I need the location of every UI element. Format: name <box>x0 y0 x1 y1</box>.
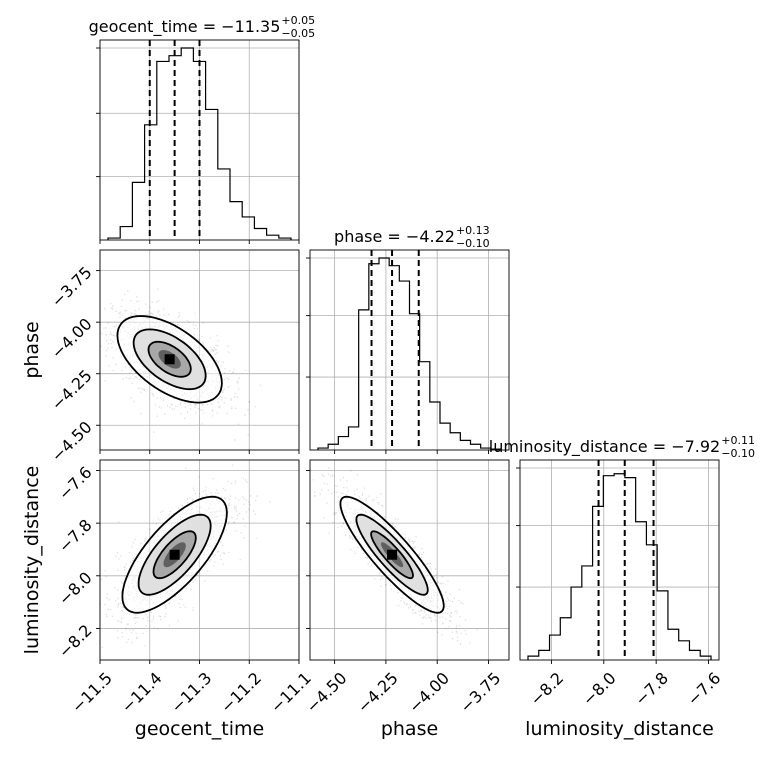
title-minus: −0.10 <box>456 237 490 250</box>
histogram-title-luminosity_distance: luminosity_distance = −7.92 +0.11−0.10 <box>489 434 755 460</box>
x-tick-label: −4.25 <box>354 668 402 716</box>
y-tick-label: −7.6 <box>55 463 96 504</box>
histogram-title-phase: phase = −4.22 +0.13−0.10 <box>334 224 490 250</box>
title-main: phase = −4.22 <box>334 227 455 246</box>
x-tick-label: −11.3 <box>167 668 215 716</box>
x-axis-label-phase: phase <box>381 718 438 740</box>
contour-line <box>370 530 414 580</box>
x-tick-label: −11.4 <box>118 668 166 716</box>
y-axis-label-luminosity_distance: luminosity_distance <box>21 466 43 655</box>
density-peak <box>164 354 175 365</box>
title-main: geocent_time = −11.35 <box>89 17 281 37</box>
contour-line <box>355 513 429 596</box>
histogram-panel-luminosity_distance <box>516 460 719 664</box>
contour-line <box>152 530 197 580</box>
x-axis-label-luminosity_distance: luminosity_distance <box>525 718 714 740</box>
y-axis-label-phase: phase <box>21 321 43 378</box>
scatter-panel-phase-vs-luminosity_distance <box>306 460 509 664</box>
y-tick-label: −8.0 <box>55 568 96 609</box>
density-peak <box>169 549 180 560</box>
title-minus: −0.10 <box>721 447 755 460</box>
y-tick-label: −8.2 <box>55 621 96 662</box>
contour-line <box>147 340 192 378</box>
histogram-title-geocent_time: geocent_time = −11.35 +0.05−0.05 <box>89 14 316 40</box>
histogram-frame-geocent_time <box>99 39 300 241</box>
histogram-panel-geocent_time <box>96 40 300 244</box>
contour-line <box>116 315 223 404</box>
y-tick-label: −4.50 <box>48 417 96 465</box>
title-plus: +0.11 <box>721 434 755 447</box>
title-main: luminosity_distance = −7.92 <box>489 437 720 457</box>
scatter-panel-geocent_time-vs-luminosity_distance <box>96 460 300 664</box>
scatter-frame <box>99 249 300 451</box>
x-tick-label: −11.5 <box>68 668 116 716</box>
histogram-step <box>317 257 502 450</box>
x-tick-label: −3.75 <box>456 668 504 716</box>
x-tick-label: −7.6 <box>683 668 724 709</box>
histogram-step <box>527 473 712 660</box>
x-tick-label: −4.50 <box>302 668 350 716</box>
x-tick-label: −8.2 <box>526 668 567 709</box>
y-tick-label: −7.8 <box>55 515 96 556</box>
scatter-content <box>100 288 262 441</box>
histogram-panel-phase <box>306 250 509 454</box>
contour-line <box>132 328 207 391</box>
contour-line <box>121 495 228 614</box>
title-plus: +0.05 <box>281 14 315 27</box>
title-minus: −0.05 <box>281 27 315 40</box>
x-tick-label: −7.8 <box>631 668 672 709</box>
x-tick-label: −4.00 <box>405 668 453 716</box>
x-tick-label: −8.0 <box>579 668 620 709</box>
contour-line <box>137 513 212 596</box>
x-axis-label-geocent_time: geocent_time <box>135 718 264 740</box>
density-peak <box>387 549 398 560</box>
y-tick-label: −4.00 <box>48 314 96 362</box>
scatter-panel-geocent_time-vs-phase <box>96 250 300 454</box>
scatter-content <box>312 467 478 645</box>
contour-line <box>339 495 445 614</box>
histogram-frame-luminosity_distance <box>519 459 720 661</box>
histogram-frame-phase <box>309 249 510 451</box>
y-tick-label: −3.75 <box>48 263 96 311</box>
scatter-content <box>100 464 271 649</box>
x-tick-label: −11.2 <box>217 668 265 716</box>
scatter-frame <box>99 459 300 661</box>
y-tick-label: −4.25 <box>48 366 96 414</box>
scatter-frame <box>309 459 510 661</box>
title-plus: +0.13 <box>456 224 490 237</box>
